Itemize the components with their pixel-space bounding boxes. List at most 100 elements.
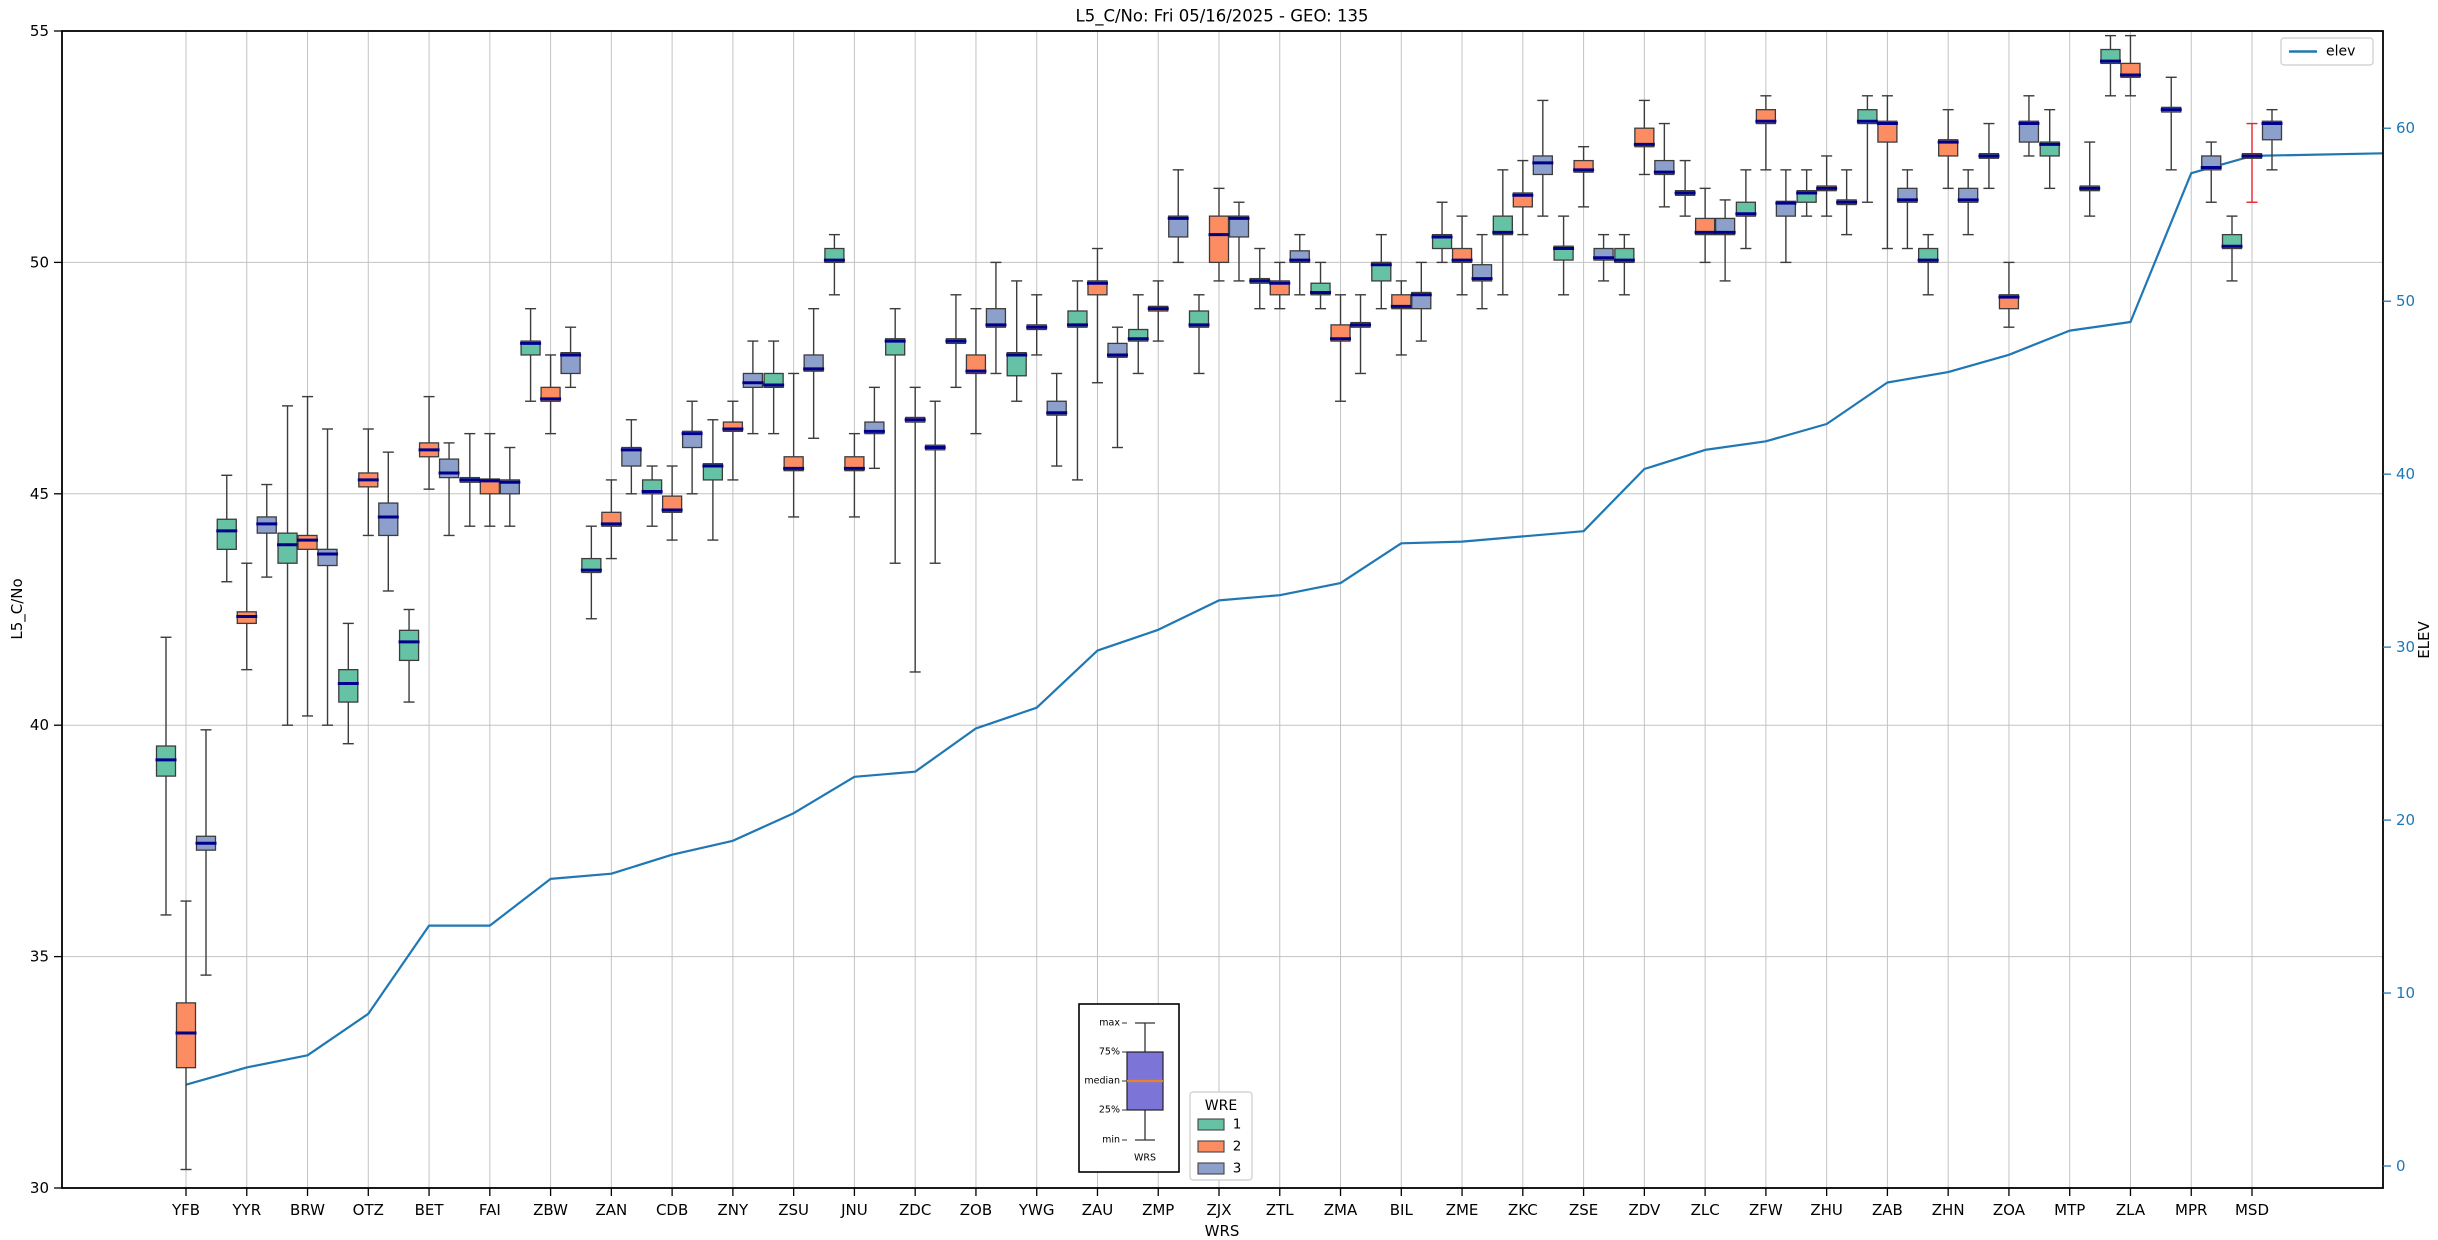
box-OTZ-wre3	[377, 451, 399, 592]
box-JNU-wre3	[863, 386, 885, 470]
iqr-box	[681, 430, 703, 449]
iqr-box	[722, 421, 744, 432]
box-JNU-wre2	[843, 432, 865, 518]
x-tick-label-ZFW: ZFW	[1749, 1201, 1783, 1219]
box-ZLC-wre2	[1694, 187, 1716, 264]
box-ZAU-wre3	[1106, 326, 1128, 449]
box-ZKC-wre2	[1512, 159, 1534, 236]
x-tick-label-ZOB: ZOB	[960, 1201, 992, 1219]
box-JNU-wre1	[823, 233, 845, 296]
box-MTP-wre1	[2039, 108, 2061, 190]
x-tick-label-MPR: MPR	[2175, 1201, 2207, 1219]
iqr-box	[1938, 139, 1959, 157]
iqr-box	[1634, 127, 1655, 148]
iqr-box	[1593, 247, 1614, 261]
boxplot-guide-inset	[1078, 1003, 1180, 1173]
x-tick-label-ZMA: ZMA	[1324, 1201, 1358, 1219]
x-tick-label-ZME: ZME	[1446, 1201, 1479, 1219]
x-tick-label-FAI: FAI	[479, 1201, 501, 1219]
box-ZSE-wre2	[1573, 145, 1595, 208]
iqr-box	[2261, 120, 2283, 141]
x-tick-label-ZBW: ZBW	[533, 1201, 568, 1219]
box-ZHN-wre1	[1917, 233, 1939, 296]
x-tick-label-ZAN: ZAN	[595, 1201, 627, 1219]
iqr-box	[1310, 282, 1331, 296]
left-tick-label-50: 50	[30, 253, 49, 271]
x-tick-label-YYR: YYR	[231, 1201, 261, 1219]
iqr-box	[1877, 120, 1898, 143]
box-ZBW-wre1	[520, 307, 542, 402]
box-ZMA-wre1	[1310, 261, 1332, 310]
x-tick-label-CDB: CDB	[656, 1201, 688, 1219]
iqr-box	[1228, 215, 1250, 238]
gridlines	[62, 31, 2383, 1188]
box-ZOB-wre1	[945, 294, 967, 389]
iqr-box	[1067, 310, 1088, 328]
right-axis-label: ELEV	[2415, 620, 2433, 658]
x-tick-label-YWG: YWG	[1018, 1201, 1055, 1219]
left-axis-label: L5_C/No	[8, 578, 27, 639]
box-ZMA-wre3	[1350, 294, 1372, 375]
x-tick-label-OTZ: OTZ	[353, 1201, 384, 1219]
box-ZKC-wre3	[1532, 99, 1554, 217]
box-BIL-wre2	[1390, 280, 1412, 356]
box-ZFW-wre1	[1735, 169, 1757, 250]
iqr-box	[985, 308, 1007, 328]
iqr-box	[864, 421, 885, 435]
box-BIL-wre1	[1370, 233, 1392, 310]
box-ZDV-wre2	[1633, 99, 1655, 176]
box-ZME-wre3	[1471, 233, 1493, 310]
box-MSD-wre2	[2241, 122, 2263, 203]
box-ZAB-wre2	[1876, 95, 1898, 250]
box-BET-wre2	[418, 395, 440, 490]
iqr-box	[317, 548, 338, 567]
x-tick-label-ZHN: ZHN	[1932, 1201, 1965, 1219]
box-ZFW-wre3	[1775, 169, 1797, 264]
box-BRW-wre1	[277, 405, 299, 726]
iqr-box	[560, 351, 581, 375]
wre-legend-item-1: 1	[1233, 1117, 1242, 1133]
iqr-box	[1492, 215, 1513, 236]
left-tick-label-40: 40	[30, 716, 49, 734]
box-ZSU-wre2	[783, 372, 805, 518]
box-YWG-wre2	[1026, 294, 1048, 356]
inset-xlabel: WRS	[1134, 1153, 1156, 1164]
iqr-box	[1714, 217, 1736, 236]
box-ZAU-wre1	[1066, 280, 1088, 481]
box-YFB-wre1	[155, 636, 177, 916]
left-tick-label-45: 45	[30, 485, 49, 503]
iqr-box	[1371, 261, 1392, 282]
box-FAI-wre1	[459, 432, 481, 527]
x-tick-label-ZNY: ZNY	[718, 1201, 749, 1219]
box-BIL-wre3	[1410, 261, 1432, 342]
plot-border	[61, 30, 2384, 1189]
right-tick-label-20: 20	[2396, 811, 2415, 829]
x-tick-label-ZJX: ZJX	[1207, 1201, 1232, 1219]
elev-legend-border	[2280, 37, 2374, 66]
box-ZOB-wre2	[965, 307, 987, 435]
box-ZDV-wre3	[1653, 122, 1675, 208]
inset-label-median: median	[1084, 1076, 1120, 1087]
iqr-box	[1694, 217, 1716, 236]
chart-title: L5_C/No: Fri 05/16/2025 - GEO: 135	[1076, 7, 1369, 27]
box-MSD-wre3	[2261, 108, 2283, 171]
wre-legend	[1189, 1091, 1253, 1181]
iqr-box	[338, 669, 359, 703]
iqr-box	[1208, 215, 1230, 264]
iqr-box	[803, 354, 824, 372]
x-tick-label-ZAB: ZAB	[1872, 1201, 1903, 1219]
x-tick-label-ZLC: ZLC	[1691, 1201, 1720, 1219]
x-tick-label-ZAU: ZAU	[1082, 1201, 1114, 1219]
box-CDB-wre1	[641, 465, 663, 527]
box-ZTL-wre2	[1269, 261, 1291, 310]
box-ZDV-wre1	[1613, 233, 1635, 296]
iqr-box	[1168, 215, 1189, 238]
box-BET-wre1	[398, 608, 420, 703]
x-axis-label: WRS	[1205, 1222, 1240, 1240]
iqr-box	[1471, 264, 1493, 282]
wre-legend-title: WRE	[1205, 1098, 1237, 1114]
x-tick-label-ZKC: ZKC	[1508, 1201, 1538, 1219]
box-ZHU-wre1	[1796, 169, 1818, 217]
